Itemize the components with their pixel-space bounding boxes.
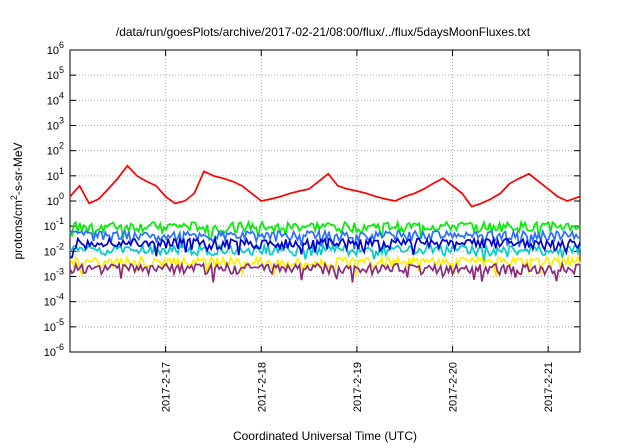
y-axis-label-part2: -s-sr-MeV: [11, 142, 25, 195]
y-tick-label: 106: [47, 40, 64, 57]
y-tick-label: 103: [47, 116, 64, 133]
y-tick-label: 10-1: [44, 216, 64, 233]
y-tick-label: 104: [47, 90, 64, 107]
y-tick-label: 10-6: [44, 342, 64, 359]
y-axis-label: protons/cm2-s-sr-MeV: [9, 142, 25, 259]
x-axis-label: Coordinated Universal Time (UTC): [233, 429, 417, 443]
x-tick-label: 2017-2-19: [352, 362, 364, 412]
y-tick-label: 10-5: [44, 317, 64, 334]
x-tick-label: 2017-2-17: [161, 362, 173, 412]
series-line: [69, 164, 580, 208]
y-tick-label: 100: [47, 191, 64, 208]
y-tick-label: 10-4: [44, 292, 64, 309]
x-tick-label: 2017-2-18: [256, 362, 268, 412]
y-tick-label: 10-2: [44, 241, 64, 258]
series-line: [69, 227, 581, 250]
series-line: [69, 254, 581, 278]
series-line: [69, 235, 581, 259]
series-group: [69, 164, 581, 283]
x-tick-label: 2017-2-20: [448, 362, 460, 412]
series-line: [69, 219, 581, 242]
y-tick-label: 10-3: [44, 267, 64, 284]
chart-title: /data/run/goesPlots/archive/2017-02-21/0…: [116, 25, 531, 39]
x-axis: 2017-2-17 2017-2-18 2017-2-19 2017-2-20 2017…: [161, 50, 555, 412]
y-tick-label: 102: [47, 141, 64, 158]
grid: [70, 49, 580, 353]
y-tick-label: 101: [47, 166, 64, 183]
y-axis-label-sup: 2: [9, 195, 19, 200]
y-tick-label: 105: [47, 65, 64, 82]
y-axis-label-part1: protons/cm: [11, 200, 25, 259]
x-tick-label: 2017-2-21: [543, 362, 555, 412]
series-line: [69, 260, 581, 283]
y-axis: 10-6 10-5 10-4 10-3 10-2 10-1 100 101 102 103 104 1…: [44, 40, 580, 359]
